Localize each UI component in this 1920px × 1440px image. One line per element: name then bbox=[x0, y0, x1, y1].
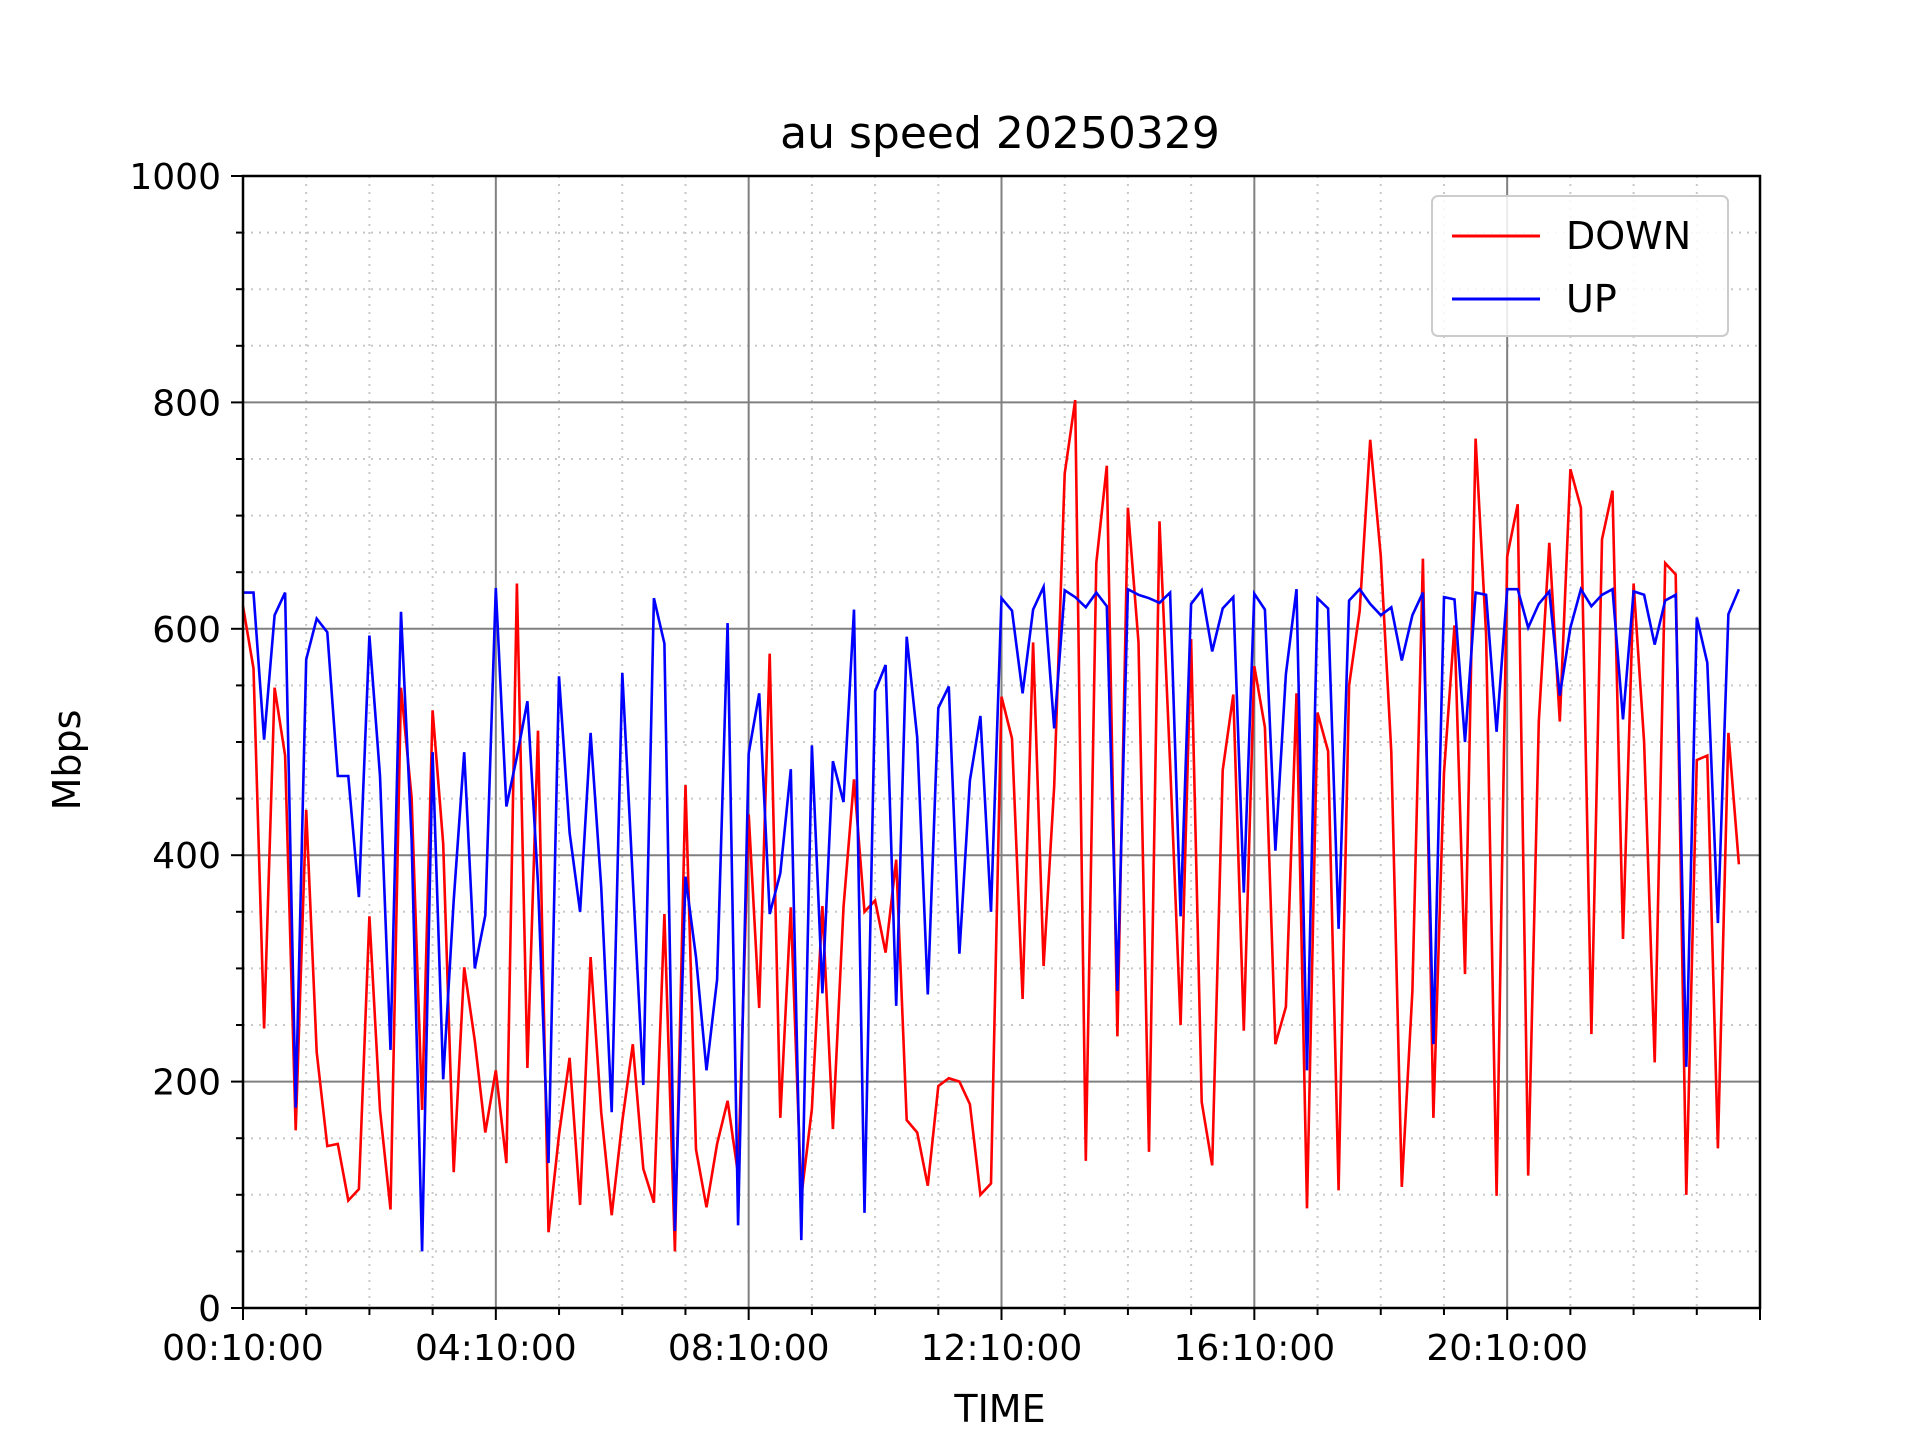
y-tick-label: 400 bbox=[152, 836, 221, 877]
y-tick-label: 800 bbox=[152, 383, 221, 424]
x-tick-label: 08:10:00 bbox=[668, 1328, 830, 1369]
series-line-down bbox=[241, 399, 1741, 1252]
legend-label-up: UP bbox=[1566, 277, 1617, 321]
legend: DOWN UP bbox=[1431, 195, 1729, 337]
legend-box bbox=[1431, 195, 1729, 337]
x-tick-label: 00:10:00 bbox=[162, 1328, 324, 1369]
y-tick-label: 0 bbox=[198, 1289, 221, 1330]
x-axis-title: TIME bbox=[953, 1387, 1045, 1431]
tick-labels: 00:10:00 04:10:00 08:10:00 12:10:00 16:10:00… bbox=[129, 157, 1588, 1369]
series-lines bbox=[241, 399, 1741, 1252]
y-tick-label: 1000 bbox=[129, 157, 221, 198]
chart-title: au speed 20250329 bbox=[780, 108, 1220, 159]
x-tick-label: 12:10:00 bbox=[921, 1328, 1083, 1369]
y-tick-label: 600 bbox=[152, 610, 221, 651]
series-line-up bbox=[243, 581, 1741, 1252]
x-tick-label: 04:10:00 bbox=[415, 1328, 577, 1369]
legend-label-down: DOWN bbox=[1566, 214, 1691, 258]
y-axis-title: Mbps bbox=[45, 710, 89, 811]
x-tick-label: 16:10:00 bbox=[1173, 1328, 1335, 1369]
axis-ticks bbox=[231, 175, 1761, 1320]
x-tick-label: 20:10:00 bbox=[1426, 1328, 1588, 1369]
y-tick-label: 200 bbox=[152, 1063, 221, 1104]
